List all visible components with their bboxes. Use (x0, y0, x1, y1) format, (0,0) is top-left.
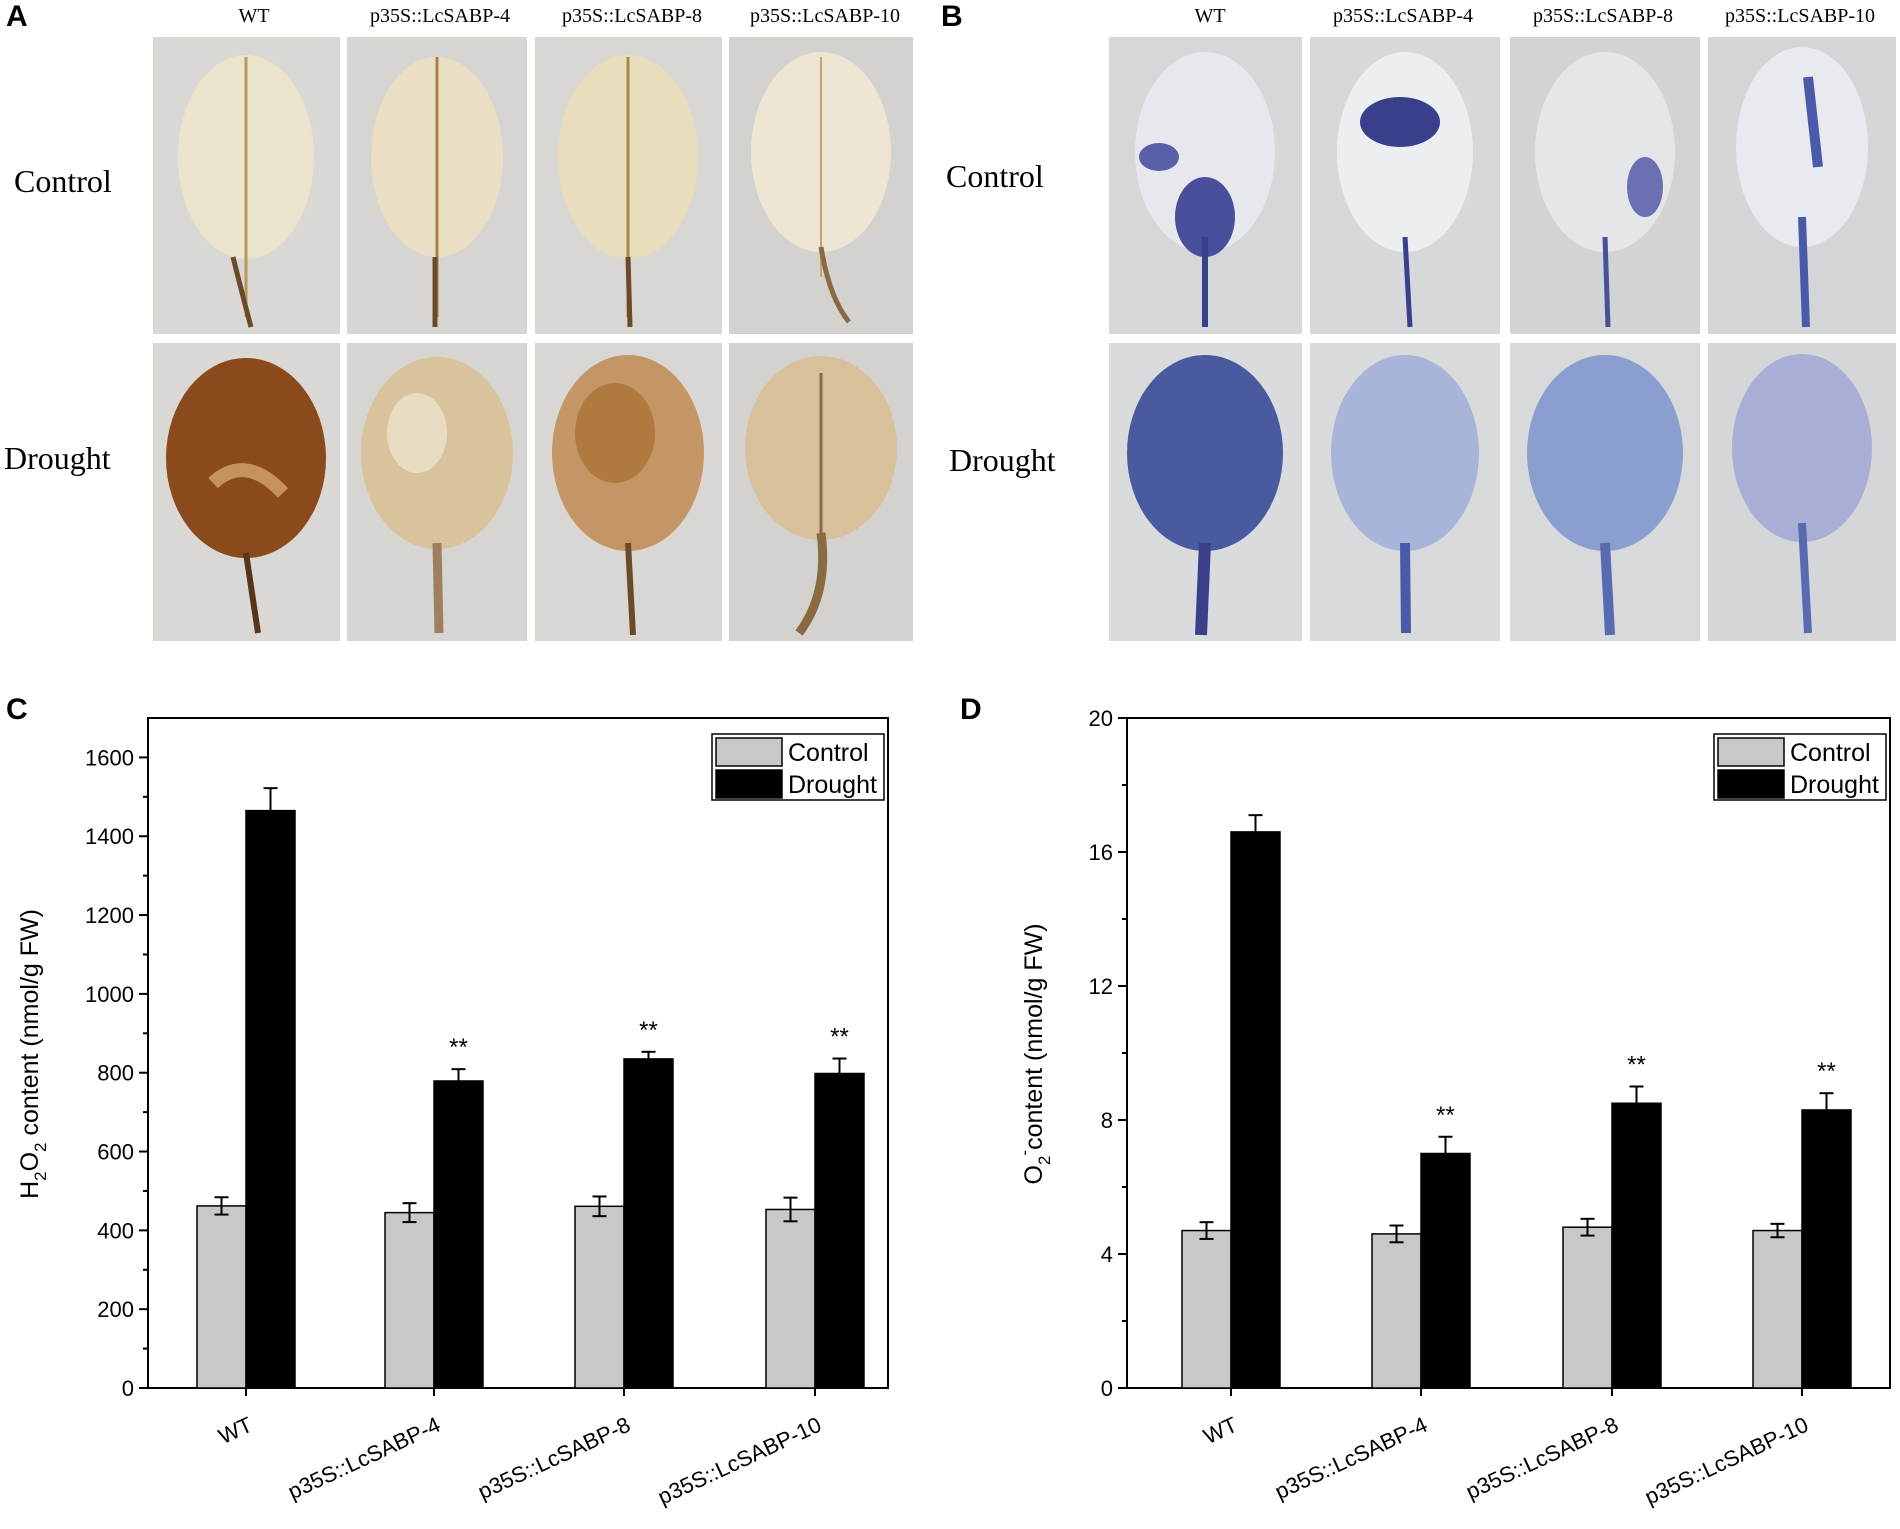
x-tick-label: p35S::LcSABP-4 (284, 1412, 444, 1504)
legend-swatch-control (1717, 737, 1785, 767)
leaf-photo-b-control-lcsabp-8 (1510, 37, 1700, 334)
leaf-photo-a-control-lcsabp-4 (347, 37, 527, 334)
row-label-b-control: Control (946, 158, 1044, 194)
x-tick-label: p35S::LcSABP-10 (654, 1412, 825, 1510)
bar-control (1752, 1229, 1803, 1389)
leaf-photo-b-control-lcsabp-4 (1310, 37, 1500, 334)
y-tick-label: 0 (1101, 1376, 1113, 1401)
column-header-b-lcsabp-4: p35S::LcSABP-4 (1332, 5, 1474, 27)
x-tick-label: WT (215, 1412, 257, 1449)
y-tick-label: 400 (97, 1218, 134, 1243)
bar-drought (1801, 1109, 1852, 1389)
bar-control (1371, 1233, 1422, 1389)
y-tick-label: 1200 (85, 903, 134, 928)
leaf-photo-b-drought-lcsabp-4 (1310, 343, 1500, 641)
significance-label: ** (830, 1024, 849, 1051)
plot-frame (147, 717, 889, 1389)
row-label-control: Control (14, 163, 112, 199)
x-tick-label: WT (1200, 1412, 1242, 1449)
y-tick-label: 1600 (85, 745, 134, 770)
legend-label-control: Control (1790, 739, 1871, 767)
y-tick-label: 20 (1089, 706, 1113, 731)
panel-letter-b: B (941, 0, 963, 33)
y-tick-label: 600 (97, 1140, 134, 1165)
bar-control (384, 1211, 435, 1389)
bar-drought (1611, 1102, 1662, 1389)
column-header-wt: WT (238, 5, 270, 27)
column-header-b-wt: WT (1194, 5, 1226, 27)
significance-label: ** (1627, 1052, 1646, 1079)
y-axis-label: H2O2 content (nmol/g FW) (16, 909, 50, 1199)
bar-control (765, 1208, 816, 1389)
legend-swatch-drought (1717, 769, 1785, 799)
bar-drought (623, 1058, 674, 1389)
leaf-photo-a-drought-lcsabp-10 (729, 343, 913, 641)
bar-control (1181, 1229, 1232, 1389)
column-header-lcsabp-10: p35S::LcSABP-10 (749, 5, 901, 27)
significance-label: ** (639, 1017, 658, 1044)
leaf-photo-b-drought-lcsabp-8 (1510, 343, 1700, 641)
leaf-photo-b-control-lcsabp-10 (1708, 37, 1896, 334)
leaf-photo-a-drought-lcsabp-8 (535, 343, 722, 641)
bar-drought (1420, 1152, 1471, 1389)
column-header-lcsabp-8: p35S::LcSABP-8 (561, 5, 703, 27)
y-tick-label: 4 (1101, 1242, 1113, 1267)
y-axis-label: O2-content (nmol/g FW) (1015, 923, 1054, 1184)
row-label-b-drought: Drought (949, 442, 1056, 478)
column-header-b-lcsabp-8: p35S::LcSABP-8 (1532, 5, 1674, 27)
y-tick-label: 12 (1089, 974, 1113, 999)
leaf-photo-a-drought-wt (153, 343, 340, 641)
panel-letter-d: D (960, 693, 982, 726)
x-tick-label: p35S::LcSABP-10 (1641, 1412, 1812, 1510)
legend-label-drought: Drought (1790, 771, 1879, 799)
panel-letter-c: C (6, 693, 28, 726)
x-tick-label: p35S::LcSABP-8 (474, 1412, 634, 1504)
x-tick-label: p35S::LcSABP-8 (1462, 1412, 1622, 1504)
bar-drought (433, 1080, 484, 1389)
legend-swatch-drought (715, 769, 783, 799)
significance-label: ** (1817, 1058, 1836, 1085)
x-tick-label: p35S::LcSABP-4 (1271, 1412, 1431, 1504)
leaf-photo-a-control-lcsabp-10 (729, 37, 913, 334)
chart-h2o2-content: 0 200 400 600 800 1000 1200 1400 1600 H2O2 conten… (16, 717, 889, 1510)
significance-label: ** (1436, 1102, 1455, 1129)
leaf-photo-b-drought-lcsabp-10 (1708, 343, 1896, 641)
bar-drought (814, 1072, 865, 1389)
y-tick-label: 1000 (85, 982, 134, 1007)
panel-letter-a: A (6, 0, 28, 33)
leaf-photo-a-control-lcsabp-8 (535, 37, 722, 334)
y-tick-label: 200 (97, 1297, 134, 1322)
bar-control (1562, 1226, 1613, 1389)
bar-drought (1230, 831, 1281, 1389)
leaf-photo-a-drought-lcsabp-4 (347, 343, 527, 641)
row-label-drought: Drought (4, 440, 111, 476)
leaf-photo-b-control-wt (1109, 37, 1302, 334)
bar-control (196, 1205, 247, 1389)
legend-label-control: Control (788, 739, 869, 767)
y-tick-label: 8 (1101, 1108, 1113, 1133)
leaf-photo-a-control-wt (153, 37, 340, 334)
significance-label: ** (449, 1034, 468, 1061)
legend-swatch-control (715, 737, 783, 767)
y-tick-label: 1400 (85, 824, 134, 849)
legend-label-drought: Drought (788, 771, 877, 799)
y-tick-label: 0 (122, 1376, 134, 1401)
chart-o2-content: 0 4 8 12 16 20 O2-content (nmol/g FW) WT ** p35S:… (1015, 706, 1891, 1510)
leaf-photo-b-drought-wt (1109, 343, 1302, 641)
column-header-lcsabp-4: p35S::LcSABP-4 (369, 5, 511, 27)
y-tick-label: 16 (1089, 840, 1113, 865)
bar-drought (245, 809, 296, 1389)
column-header-b-lcsabp-10: p35S::LcSABP-10 (1724, 5, 1876, 27)
bar-control (574, 1205, 625, 1389)
y-tick-label: 800 (97, 1061, 134, 1086)
